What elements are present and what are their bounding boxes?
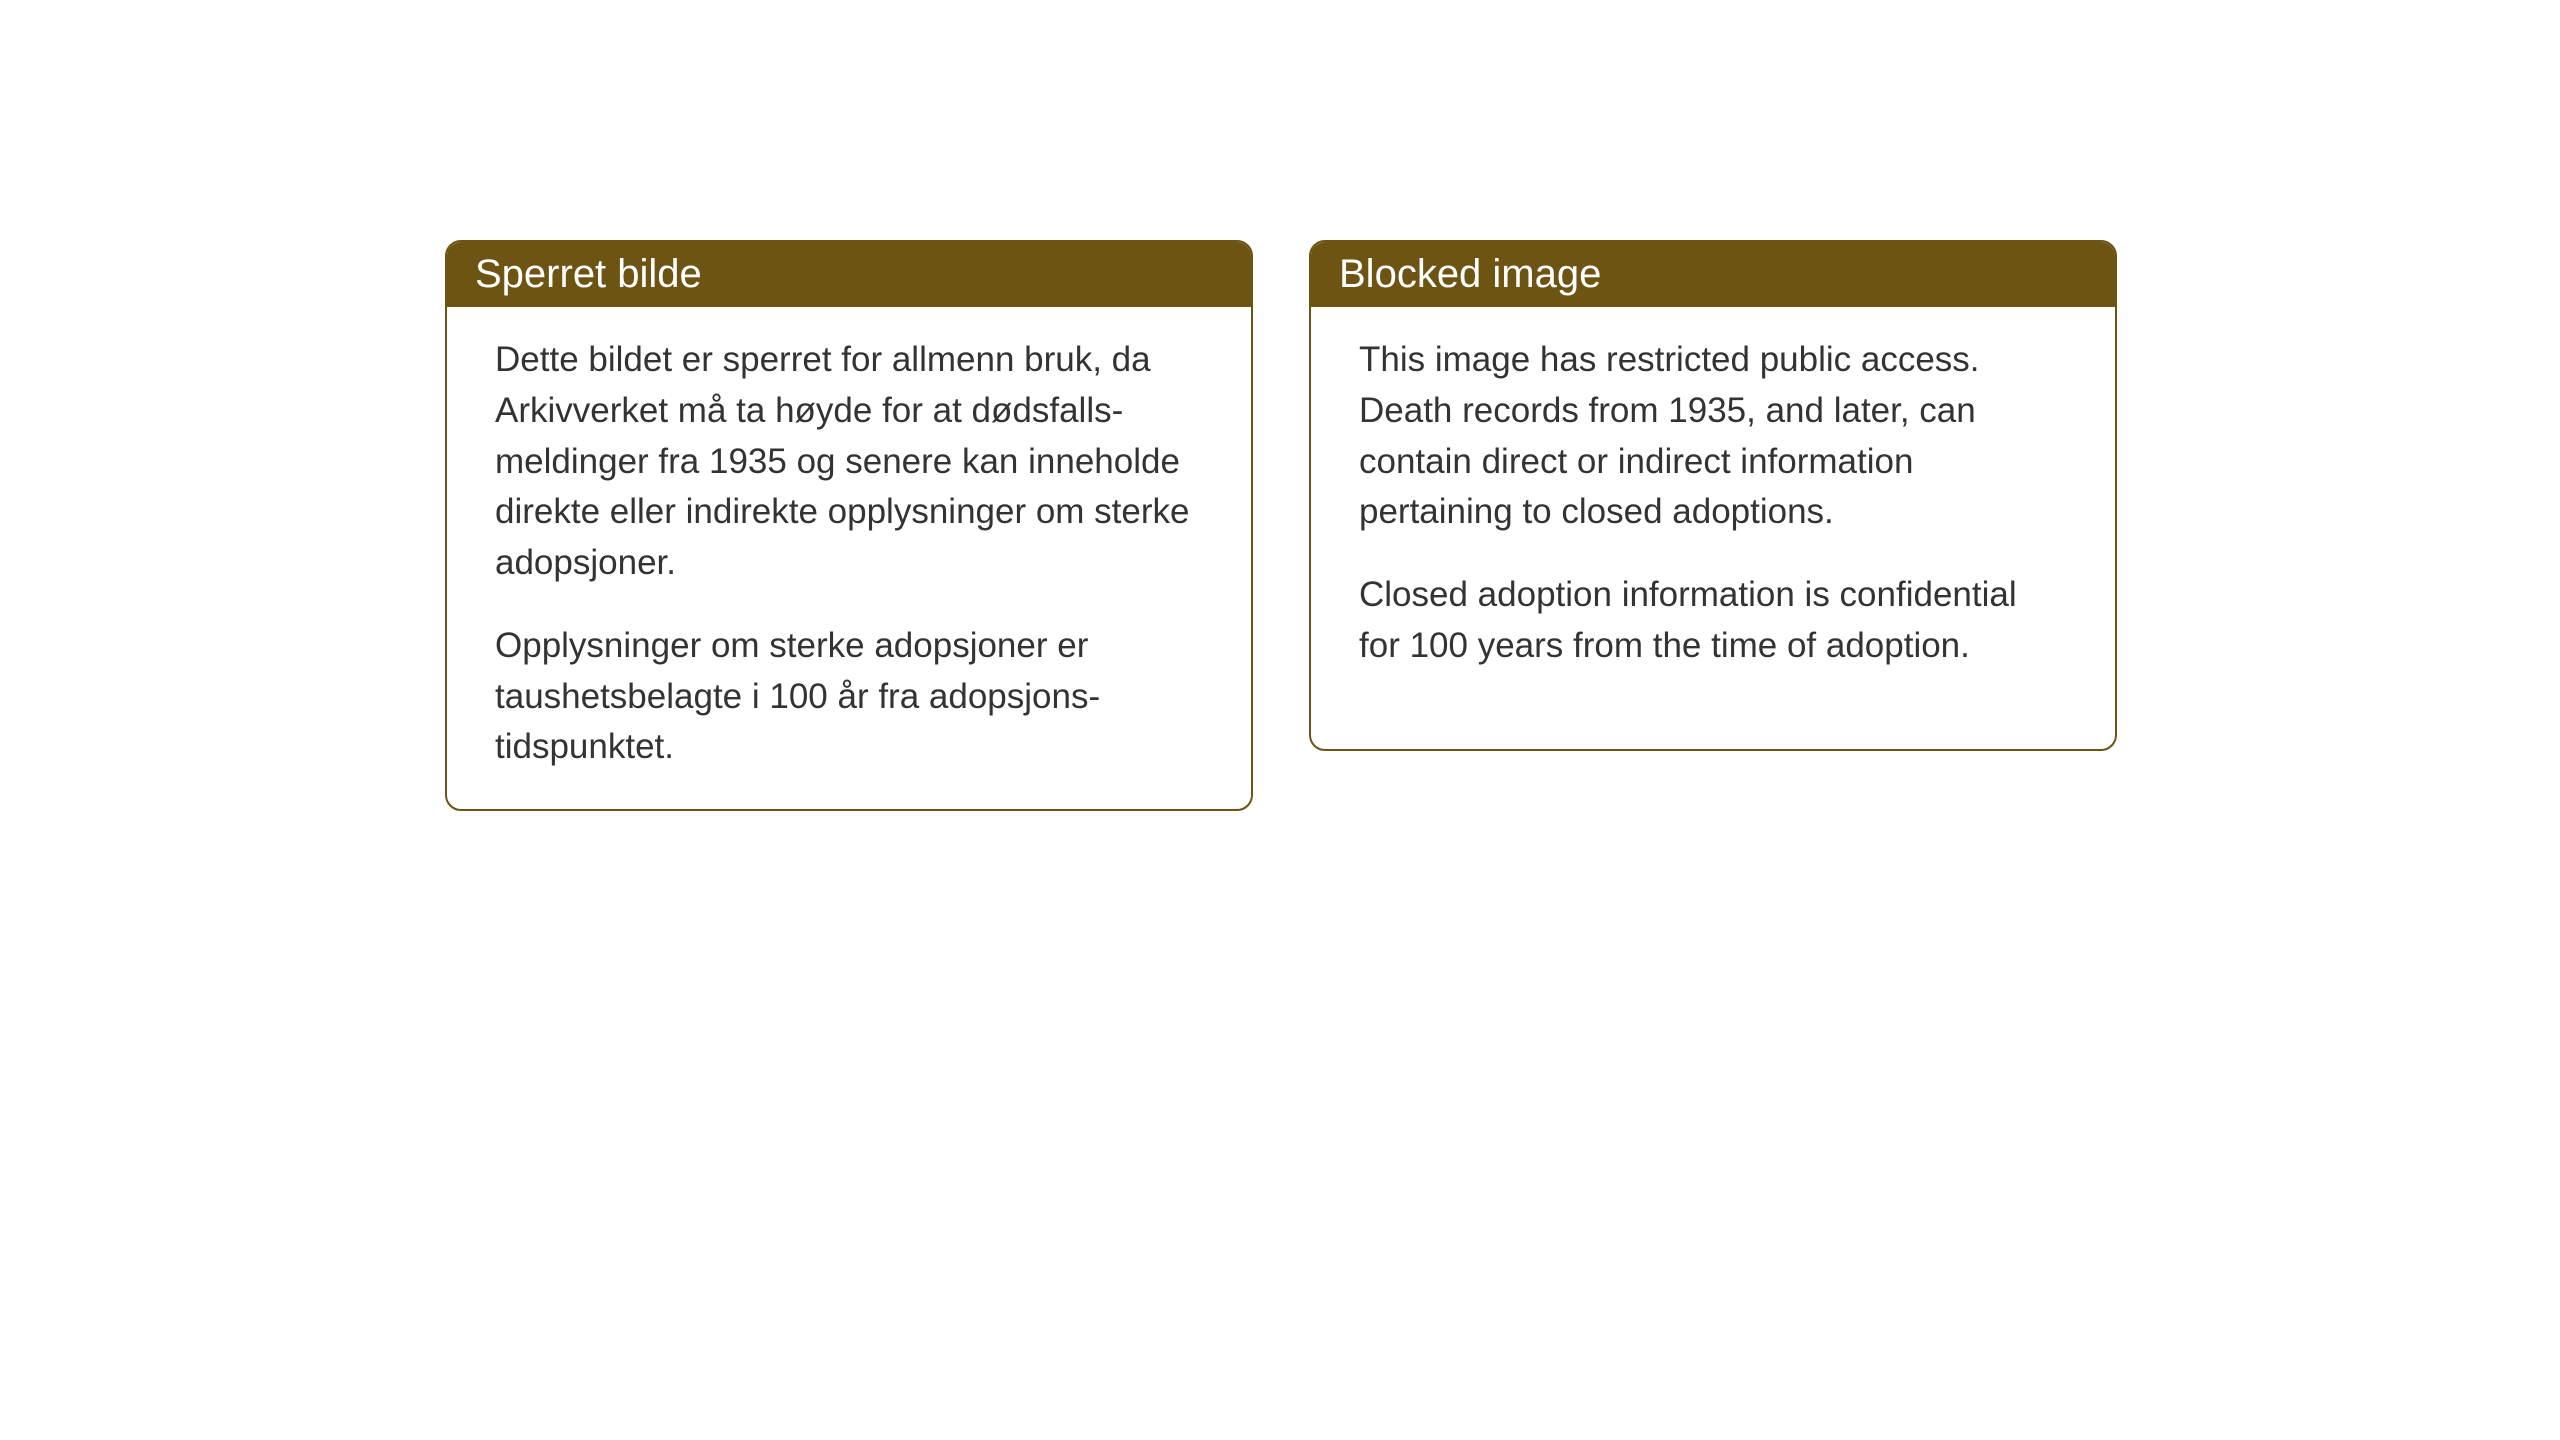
notice-container: Sperret bilde Dette bildet er sperret fo… — [445, 240, 2117, 811]
card-header-norwegian: Sperret bilde — [447, 242, 1251, 307]
notice-card-norwegian: Sperret bilde Dette bildet er sperret fo… — [445, 240, 1253, 811]
notice-card-english: Blocked image This image has restricted … — [1309, 240, 2117, 751]
card-header-english: Blocked image — [1311, 242, 2115, 307]
card-body-norwegian: Dette bildet er sperret for allmenn bruk… — [447, 307, 1251, 809]
card-paragraph-norwegian-2: Opplysninger om sterke adopsjoner er tau… — [495, 621, 1203, 773]
card-paragraph-english-2: Closed adoption information is confident… — [1359, 570, 2067, 672]
card-title-norwegian: Sperret bilde — [475, 252, 702, 296]
card-paragraph-english-1: This image has restricted public access.… — [1359, 335, 2067, 538]
card-paragraph-norwegian-1: Dette bildet er sperret for allmenn bruk… — [495, 335, 1203, 589]
card-title-english: Blocked image — [1339, 252, 1601, 296]
card-body-english: This image has restricted public access.… — [1311, 307, 2115, 708]
